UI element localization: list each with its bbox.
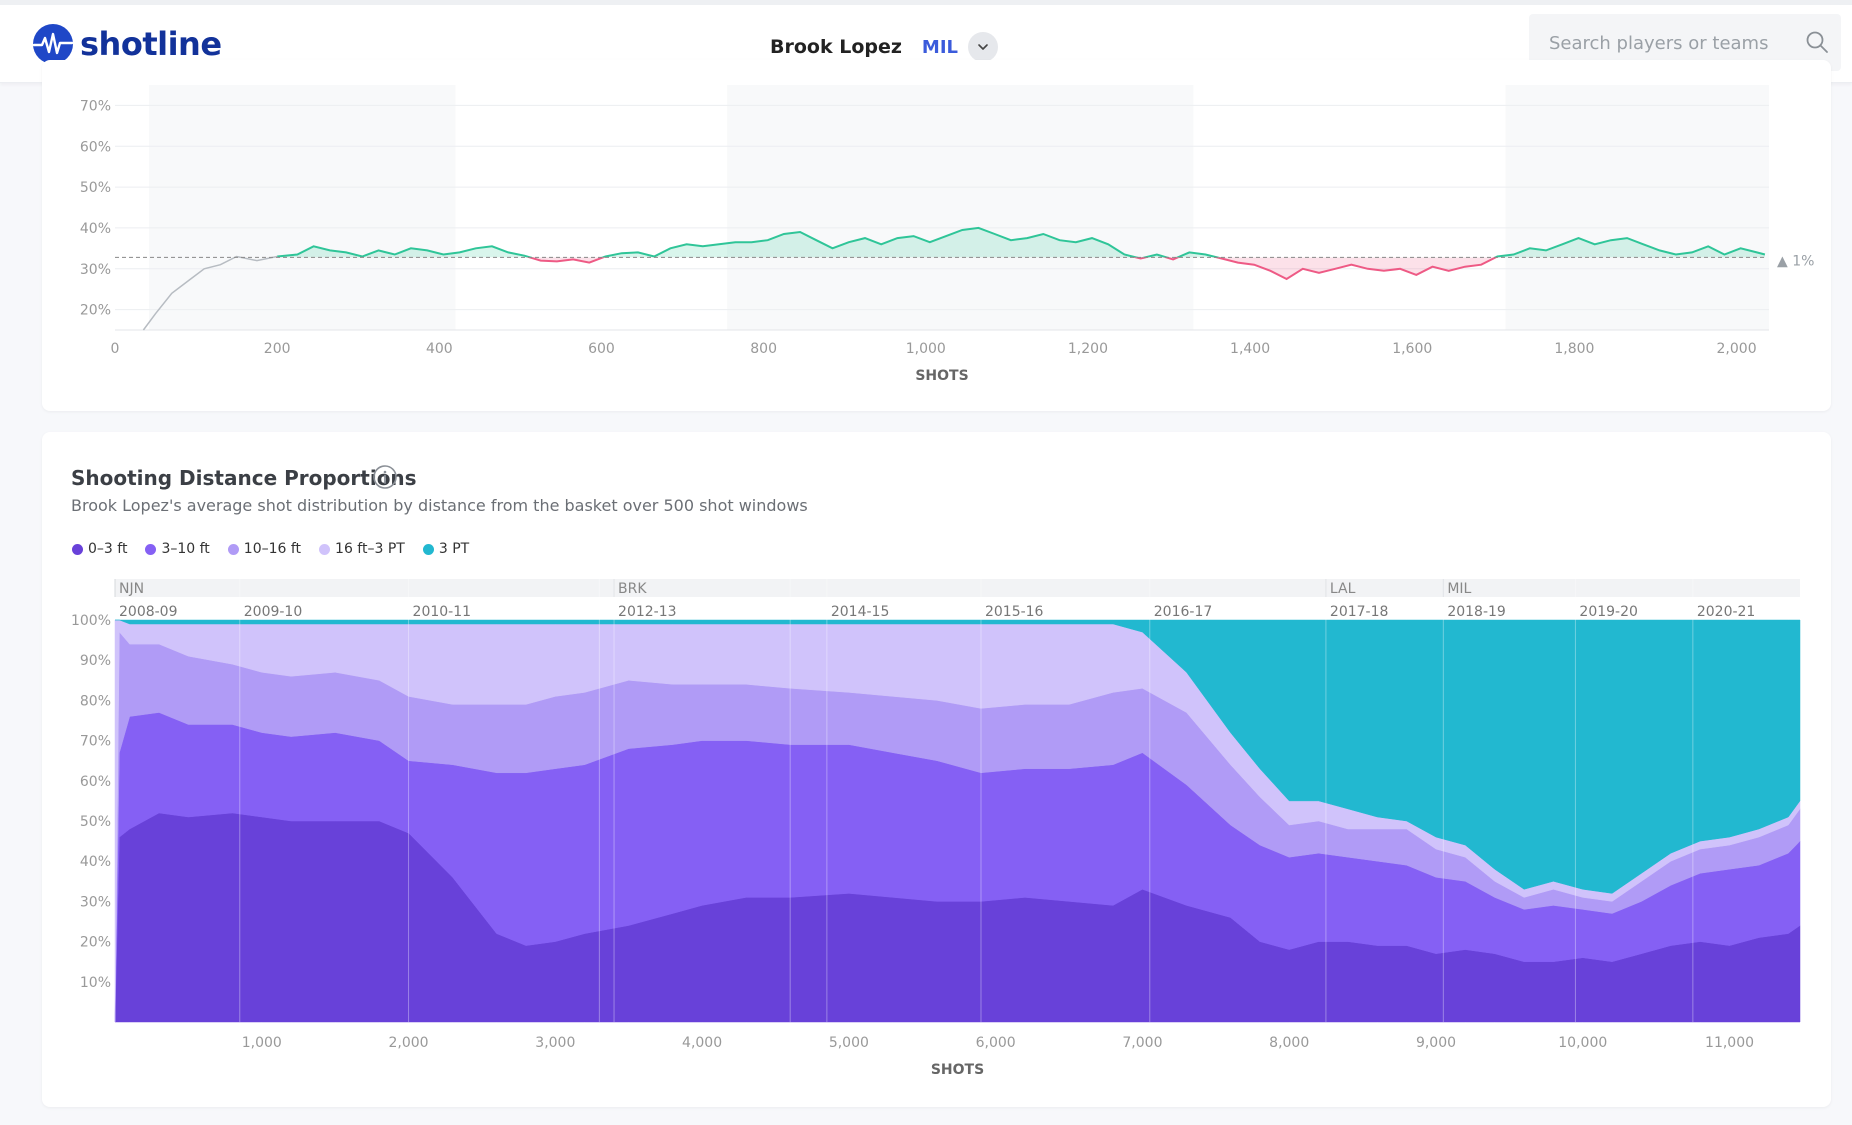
fg-line-above bbox=[277, 226, 1766, 258]
team-dropdown-button[interactable] bbox=[968, 32, 999, 62]
season-label: 2017-18 bbox=[1330, 604, 1389, 620]
x-axis-title: SHOTS bbox=[915, 368, 968, 384]
y-tick-label: 70% bbox=[80, 98, 111, 114]
x-tick-label: 2,000 bbox=[389, 1035, 429, 1051]
legend-label: 3–10 ft bbox=[161, 541, 210, 557]
legend-label: 16 ft–3 PT bbox=[335, 541, 405, 557]
distance-area-chart: NJN BRK LAL MIL 2008-09 2009-10 2010-11 2012-13… bbox=[71, 579, 1801, 1078]
x-tick-label: 1,600 bbox=[1392, 341, 1432, 357]
season-label: 2014-15 bbox=[831, 604, 890, 620]
team-band bbox=[115, 579, 1800, 597]
y-tick-label: 40% bbox=[80, 854, 111, 870]
x-tick-label: 7,000 bbox=[1122, 1035, 1162, 1051]
x-tick-label: 1,000 bbox=[906, 341, 946, 357]
legend-label: 10–16 ft bbox=[243, 541, 302, 557]
chevron-down-icon bbox=[978, 44, 988, 50]
season-label: 2019-20 bbox=[1579, 604, 1638, 620]
season-band bbox=[727, 85, 1194, 330]
distance-proportions-card: Shooting Distance Proportions Brook Lope… bbox=[42, 432, 1831, 1107]
legend-swatch bbox=[145, 543, 157, 555]
legend-item[interactable]: 0–3 ft bbox=[72, 541, 127, 557]
x-tick-label: 200 bbox=[264, 341, 291, 357]
y-tick-label: 10% bbox=[80, 975, 111, 991]
x-tick-label: 1,200 bbox=[1068, 341, 1108, 357]
season-label: 2008-09 bbox=[119, 604, 178, 620]
x-tick-label: 1,400 bbox=[1230, 341, 1270, 357]
x-tick-label: 1,800 bbox=[1554, 341, 1594, 357]
y-tick-label: 20% bbox=[80, 303, 111, 319]
legend-item[interactable]: 10–16 ft bbox=[227, 541, 302, 557]
delta-label: ▲ 1% bbox=[1777, 253, 1814, 269]
search-input[interactable] bbox=[1547, 26, 1791, 60]
season-band bbox=[1505, 85, 1769, 330]
rolling-fg-card: 20% 30% 40% 50% 60% 70% 0 200 400 600 800 1,000 1,20… bbox=[42, 60, 1831, 411]
x-tick-label: 11,000 bbox=[1705, 1035, 1754, 1051]
team-label: MIL bbox=[1447, 581, 1471, 597]
season-label: 2020-21 bbox=[1697, 604, 1756, 620]
x-tick-label: 8,000 bbox=[1269, 1035, 1309, 1051]
legend-swatch bbox=[422, 543, 434, 555]
legend: 0–3 ft 3–10 ft 10–16 ft 16 ft–3 PT 3 PT bbox=[72, 541, 487, 557]
x-tick-label: 4,000 bbox=[682, 1035, 722, 1051]
chart-title: Shooting Distance Proportions bbox=[71, 466, 417, 490]
y-tick-label: 30% bbox=[80, 894, 111, 910]
season-label: 2009-10 bbox=[244, 604, 302, 620]
y-tick-label: 40% bbox=[80, 221, 111, 237]
season-label: 2010-11 bbox=[413, 604, 472, 620]
legend-swatch bbox=[72, 543, 83, 555]
info-icon[interactable] bbox=[372, 464, 398, 490]
y-tick-label: 30% bbox=[80, 262, 111, 278]
legend-label: 3 PT bbox=[438, 541, 470, 557]
season-label: 2012-13 bbox=[618, 604, 677, 620]
y-tick-label: 90% bbox=[80, 653, 111, 669]
warmup-line bbox=[142, 255, 278, 331]
x-tick-label: 9,000 bbox=[1416, 1035, 1456, 1051]
y-tick-label: 80% bbox=[80, 693, 111, 709]
rolling-fg-chart: 20% 30% 40% 50% 60% 70% 0 200 400 600 800 1,000 1,20… bbox=[80, 85, 1814, 384]
legend-item[interactable]: 3–10 ft bbox=[145, 541, 210, 557]
legend-swatch bbox=[319, 543, 331, 555]
season-label: 2018-19 bbox=[1447, 604, 1506, 620]
x-tick-label: 800 bbox=[750, 341, 777, 357]
team-label: BRK bbox=[618, 581, 647, 597]
x-tick-label: 1,000 bbox=[242, 1035, 282, 1051]
x-tick-label: 2,000 bbox=[1717, 341, 1757, 357]
x-tick-label: 400 bbox=[426, 341, 453, 357]
x-tick-label: 3,000 bbox=[535, 1035, 575, 1051]
y-tick-label: 50% bbox=[80, 814, 111, 830]
chart-subtitle: Brook Lopez's average shot distribution … bbox=[71, 496, 808, 515]
y-tick-label: 50% bbox=[80, 180, 111, 196]
legend-swatch bbox=[227, 543, 239, 555]
x-tick-label: 0 bbox=[111, 341, 120, 357]
legend-item[interactable]: 3 PT bbox=[422, 541, 470, 557]
logo-text: shotline bbox=[80, 25, 222, 63]
x-axis-title: SHOTS bbox=[931, 1062, 984, 1078]
area-3 PT bbox=[115, 619, 1801, 894]
team-link[interactable]: MIL bbox=[921, 36, 959, 58]
y-tick-label: 60% bbox=[80, 139, 111, 155]
logo[interactable]: shotline bbox=[32, 23, 222, 65]
search-icon[interactable] bbox=[1805, 30, 1829, 54]
team-label: LAL bbox=[1330, 581, 1356, 597]
team-label: NJN bbox=[119, 581, 144, 597]
y-tick-label: 20% bbox=[80, 935, 111, 951]
x-tick-label: 5,000 bbox=[829, 1035, 869, 1051]
season-band bbox=[149, 85, 456, 330]
above-average-area bbox=[277, 227, 1765, 258]
y-tick-label: 70% bbox=[80, 734, 111, 750]
x-tick-label: 600 bbox=[588, 341, 615, 357]
player-selector: Brook Lopez MIL bbox=[770, 32, 999, 62]
legend-item[interactable]: 16 ft–3 PT bbox=[319, 541, 405, 557]
player-name: Brook Lopez bbox=[770, 36, 902, 58]
y-tick-label: 60% bbox=[80, 774, 111, 790]
below-average-area bbox=[277, 257, 1765, 279]
legend-label: 0–3 ft bbox=[88, 541, 128, 557]
y-tick-label: 100% bbox=[71, 613, 111, 629]
x-tick-label: 6,000 bbox=[976, 1035, 1016, 1051]
x-tick-label: 10,000 bbox=[1558, 1035, 1607, 1051]
top-border bbox=[0, 0, 1852, 5]
season-label: 2015-16 bbox=[985, 604, 1044, 620]
shotline-logo-icon bbox=[32, 24, 74, 64]
season-label: 2016-17 bbox=[1154, 604, 1213, 620]
